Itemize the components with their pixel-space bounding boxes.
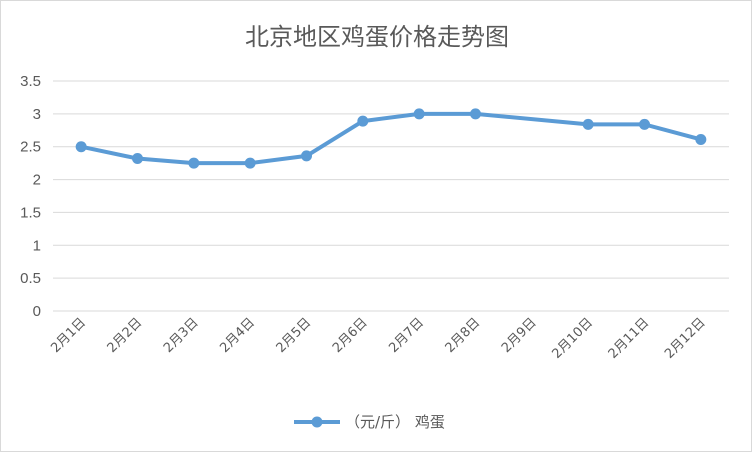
x-tick-label-11: 2月12日 <box>662 315 709 362</box>
x-tick-label-5: 2月6日 <box>330 315 371 356</box>
data-point-0 <box>75 141 87 153</box>
x-axis-ticks: 2月1日 2月2日 2月3日 2月4日 2月5日 2月6日 2月7日 2月8日 2月9日 2月10… <box>48 315 708 362</box>
chart-title: 北京地区鸡蛋价格走势图 <box>245 23 509 51</box>
x-tick-label-0: 2月1日 <box>48 315 89 356</box>
series-layer <box>75 108 707 169</box>
data-point-4 <box>301 150 312 162</box>
y-tick-label-1: 0.5 <box>20 270 41 287</box>
x-tick-label-8: 2月9日 <box>499 315 540 356</box>
legend: （元/斤） 鸡蛋 <box>294 413 445 431</box>
y-tick-label-6: 3 <box>33 106 41 123</box>
data-point-2 <box>188 157 200 169</box>
y-tick-label-7: 3.5 <box>20 73 41 90</box>
x-tick-label-7: 2月8日 <box>443 315 484 356</box>
x-tick-label-6: 2月7日 <box>386 315 427 356</box>
y-tick-label-5: 2.5 <box>20 139 41 156</box>
y-tick-label-0: 0 <box>33 303 41 320</box>
legend-marker-swatch <box>311 416 323 428</box>
series-line-0 <box>79 111 703 166</box>
data-point-9 <box>582 118 594 130</box>
data-point-5 <box>357 115 369 127</box>
y-tick-label-3: 1.5 <box>20 204 41 221</box>
x-tick-label-10: 2月11日 <box>606 315 653 362</box>
data-point-11 <box>695 133 707 145</box>
y-tick-label-4: 2 <box>33 172 41 189</box>
y-axis-ticks: 0 0.5 1 1.5 2 2.5 3 3.5 <box>20 73 41 320</box>
x-tick-label-1: 2月2日 <box>105 315 146 356</box>
y-tick-label-2: 1 <box>33 237 41 254</box>
x-tick-label-9: 2月10日 <box>549 315 596 362</box>
data-point-7 <box>470 108 481 120</box>
data-point-10 <box>639 118 650 130</box>
gridlines <box>53 80 729 312</box>
x-tick-label-4: 2月5日 <box>274 315 315 356</box>
legend-label: （元/斤） 鸡蛋 <box>345 413 445 431</box>
data-point-6 <box>413 108 425 120</box>
x-tick-label-3: 2月4日 <box>217 315 258 356</box>
x-tick-label-2: 2月3日 <box>161 315 202 356</box>
data-point-1 <box>132 153 143 165</box>
data-point-3 <box>244 157 256 169</box>
